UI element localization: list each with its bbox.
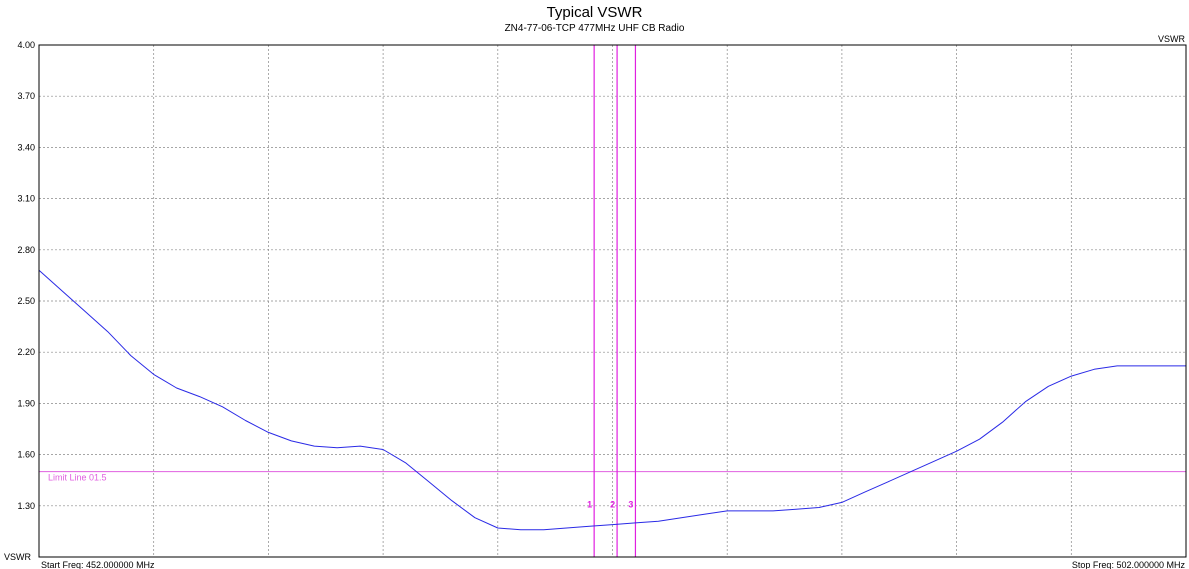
- start-freq-label: Start Freq: 452.000000 MHz: [41, 560, 155, 569]
- y-tick-label: 1.30: [17, 501, 35, 511]
- chart-subtitle: ZN4-77-06-TCP 477MHz UHF CB Radio: [505, 23, 685, 34]
- grid: [39, 45, 1186, 557]
- vswr-trace: [38, 269, 1186, 531]
- y-axis-label-top: VSWR: [1158, 34, 1186, 44]
- plot-frame: [38, 44, 1187, 558]
- y-tick-label: 2.80: [17, 245, 35, 255]
- y-tick-label: 1.60: [17, 450, 35, 460]
- y-axis-label-bottom: VSWR: [4, 552, 32, 562]
- marker-label: 1: [587, 500, 592, 510]
- vswr-trace-group: [38, 269, 1186, 531]
- y-tick-label: 3.10: [17, 194, 35, 204]
- marker-label: 2: [610, 500, 615, 510]
- y-tick-label: 1.90: [17, 398, 35, 408]
- limit-line-label: Limit Line 01.5: [48, 473, 107, 483]
- marker-lines: 1 2 3: [587, 45, 637, 557]
- limit-line-group: Limit Line 01.5: [39, 471, 1186, 483]
- chart-title: Typical VSWR: [547, 4, 643, 21]
- y-tick-label: 3.40: [17, 142, 35, 152]
- y-tick-labels: 4.00 3.70 3.40 3.10 2.80 2.50 2.20 1.90 1.60 1.30: [17, 40, 35, 511]
- marker-label: 3: [628, 500, 633, 510]
- y-tick-label: 2.50: [17, 296, 35, 306]
- stop-freq-label: Stop Freq: 502.000000 MHz: [1072, 560, 1186, 569]
- y-tick-label: 4.00: [17, 40, 35, 50]
- y-tick-label: 2.20: [17, 347, 35, 357]
- y-tick-label: 3.70: [17, 91, 35, 101]
